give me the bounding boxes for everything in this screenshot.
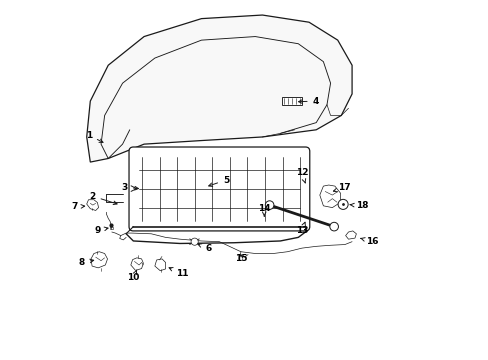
- Circle shape: [337, 199, 347, 210]
- Text: 18: 18: [349, 201, 367, 210]
- FancyBboxPatch shape: [129, 147, 309, 231]
- Text: 8: 8: [79, 258, 94, 267]
- Text: 14: 14: [257, 204, 270, 216]
- Bar: [282, 97, 301, 105]
- Text: 2: 2: [89, 192, 117, 204]
- Text: 12: 12: [295, 168, 307, 183]
- Circle shape: [329, 222, 338, 231]
- Text: 15: 15: [234, 255, 246, 264]
- Text: 3: 3: [122, 183, 138, 192]
- Text: 10: 10: [127, 270, 139, 282]
- Text: 11: 11: [169, 267, 188, 278]
- Circle shape: [265, 201, 273, 210]
- Text: 17: 17: [333, 183, 349, 192]
- Text: 6: 6: [198, 244, 211, 253]
- Text: 1: 1: [86, 131, 103, 142]
- Text: 7: 7: [71, 202, 84, 211]
- Text: 13: 13: [295, 222, 307, 235]
- Text: 4: 4: [298, 96, 318, 105]
- Circle shape: [191, 238, 198, 245]
- Text: 16: 16: [360, 237, 378, 246]
- Polygon shape: [86, 15, 351, 162]
- Text: 9: 9: [95, 226, 108, 235]
- Text: 5: 5: [208, 176, 229, 186]
